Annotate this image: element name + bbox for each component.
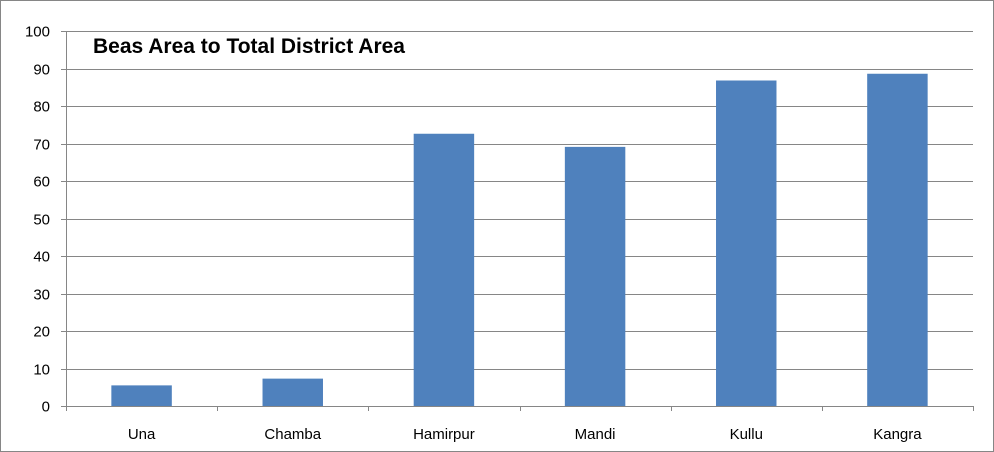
y-tick-label: 40 — [33, 249, 50, 266]
bar-hamirpur — [413, 133, 475, 406]
y-tick-labels: 0 10 20 30 40 50 60 70 80 90 100 — [25, 24, 50, 416]
y-tick-label: 30 — [33, 287, 50, 304]
y-tick-label: 60 — [33, 174, 50, 191]
x-tick-label: Chamba — [264, 426, 321, 443]
x-tick-label: Hamirpur — [413, 426, 475, 443]
bars — [111, 73, 928, 406]
y-tick-label: 70 — [33, 137, 50, 154]
y-tick-label: 100 — [25, 24, 50, 41]
x-tick-label: Una — [128, 426, 156, 443]
gridlines — [66, 31, 973, 370]
bar-una — [111, 385, 172, 406]
x-tick-labels: Una Chamba Hamirpur Mandi Kullu Kangra — [128, 426, 922, 443]
y-tick-label: 0 — [42, 399, 50, 416]
y-tick-label: 20 — [33, 324, 50, 341]
axes — [61, 31, 974, 411]
y-tick-label: 80 — [33, 99, 50, 116]
bar-chamba — [262, 378, 323, 406]
y-tick-label: 10 — [33, 362, 50, 379]
bar-kangra — [867, 73, 928, 406]
bar-mandi — [564, 146, 626, 406]
y-tick-label: 50 — [33, 212, 50, 229]
bar-kullu — [716, 80, 777, 406]
chart-title: Beas Area to Total District Area — [93, 35, 405, 58]
y-tick-label: 90 — [33, 62, 50, 79]
x-tick-label: Mandi — [575, 426, 616, 443]
x-tick-label: Kullu — [730, 426, 763, 443]
x-tick-label: Kangra — [873, 426, 922, 443]
